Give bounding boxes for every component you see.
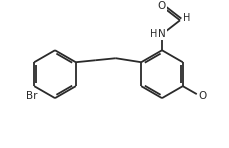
Text: O: O — [158, 1, 166, 11]
Text: O: O — [199, 91, 207, 101]
Text: H: H — [183, 13, 191, 23]
Text: H: H — [150, 29, 158, 39]
Text: Br: Br — [27, 91, 38, 101]
Text: N: N — [158, 29, 166, 39]
